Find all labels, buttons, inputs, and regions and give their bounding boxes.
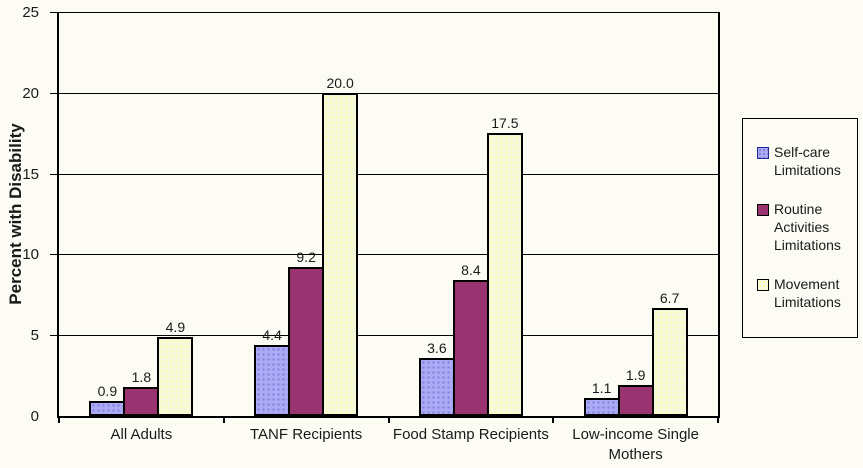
y-axis-tick-label: 10 — [22, 246, 39, 264]
legend-swatch — [757, 204, 769, 217]
y-axis-tick-label: 15 — [22, 165, 39, 183]
x-axis-category-label: All Adults — [110, 426, 173, 443]
bar-value-label: 8.4 — [461, 262, 481, 279]
y-axis-tick-labels: 0 5 10 15 20 25 — [0, 4, 49, 425]
bar-value-label: 4.4 — [262, 326, 282, 343]
bar: 0.9 — [89, 383, 126, 416]
bar: 4.9 — [157, 319, 194, 416]
y-axis-tick-label: 20 — [22, 84, 39, 102]
gridline — [59, 92, 718, 94]
x-axis-tick — [552, 416, 555, 423]
gridline — [59, 173, 718, 175]
bar-value-label: 1.9 — [625, 367, 646, 384]
legend-swatch — [757, 279, 769, 291]
y-axis-tick — [50, 335, 57, 337]
y-axis-tick-label: 5 — [30, 327, 39, 345]
x-axis-category-label: Food Stamp Recipients — [392, 426, 549, 443]
bar: 6.7 — [651, 290, 688, 416]
gridline — [59, 254, 718, 256]
y-axis-tick — [50, 254, 57, 256]
bar-value-label: 1.1 — [591, 380, 612, 397]
legend-item-label: Routine Activities Limitations — [774, 201, 841, 253]
bar-value-label: 3.6 — [427, 339, 447, 356]
legend-swatch — [757, 147, 769, 160]
bar-value-label: 20.0 — [326, 74, 354, 91]
bar: 9.2 — [288, 249, 325, 416]
plot-area: All Adults TANF Recipients Food Stamp Reci… — [50, 12, 720, 463]
x-axis-category-labels: All Adults TANF Recipients Food Stamp Reci… — [59, 425, 718, 464]
legend: Self-care Limitations Routine Activities … — [742, 118, 858, 338]
y-axis-tick — [50, 12, 57, 13]
bar-value-label: 6.7 — [659, 289, 680, 306]
gridline — [59, 335, 718, 337]
legend-item-label: Movement Limitations — [774, 276, 841, 310]
y-axis-tick — [50, 92, 57, 94]
bar: 1.9 — [617, 367, 654, 416]
legend-item: Movement Limitations — [757, 276, 855, 312]
x-axis-category-label: TANF Recipients — [249, 426, 363, 443]
legend-item: Self-care Limitations — [757, 144, 855, 180]
x-axis-category-label: Low-income Single Mothers — [572, 426, 699, 463]
bar-value-label: 4.9 — [165, 318, 186, 335]
bar-group: 1.1 1.9 6.7 — [553, 12, 718, 416]
legend-item-label: Self-care Limitations — [774, 144, 841, 179]
bar-group: 0.9 1.8 4.9 — [59, 12, 224, 416]
bar-group: 4.4 9.2 20.0 — [224, 12, 389, 416]
x-axis-tick — [58, 416, 60, 423]
bar-value-label: 9.2 — [296, 249, 316, 266]
x-axis-tick — [222, 416, 225, 423]
bar: 1.8 — [123, 369, 160, 416]
bar-value-label: 0.9 — [97, 383, 118, 400]
bar: 1.1 — [583, 380, 620, 416]
y-axis-tick-label: 25 — [22, 4, 39, 21]
bar: 17.5 — [486, 115, 523, 416]
y-axis-tick-label: 0 — [30, 408, 39, 425]
x-axis-tick — [717, 416, 719, 423]
bar: 8.4 — [452, 262, 489, 416]
bar: 20.0 — [322, 75, 359, 416]
legend-item: Routine Activities Limitations — [757, 201, 855, 255]
bar: 4.4 — [254, 327, 291, 416]
bar-value-label: 17.5 — [491, 115, 519, 132]
bar-group: 3.6 8.4 17.5 — [389, 12, 554, 416]
y-axis-tick — [50, 173, 57, 175]
bar: 3.6 — [418, 340, 455, 416]
x-axis-tick — [387, 416, 390, 423]
bar-value-label: 1.8 — [131, 368, 152, 385]
gridline — [59, 12, 718, 13]
